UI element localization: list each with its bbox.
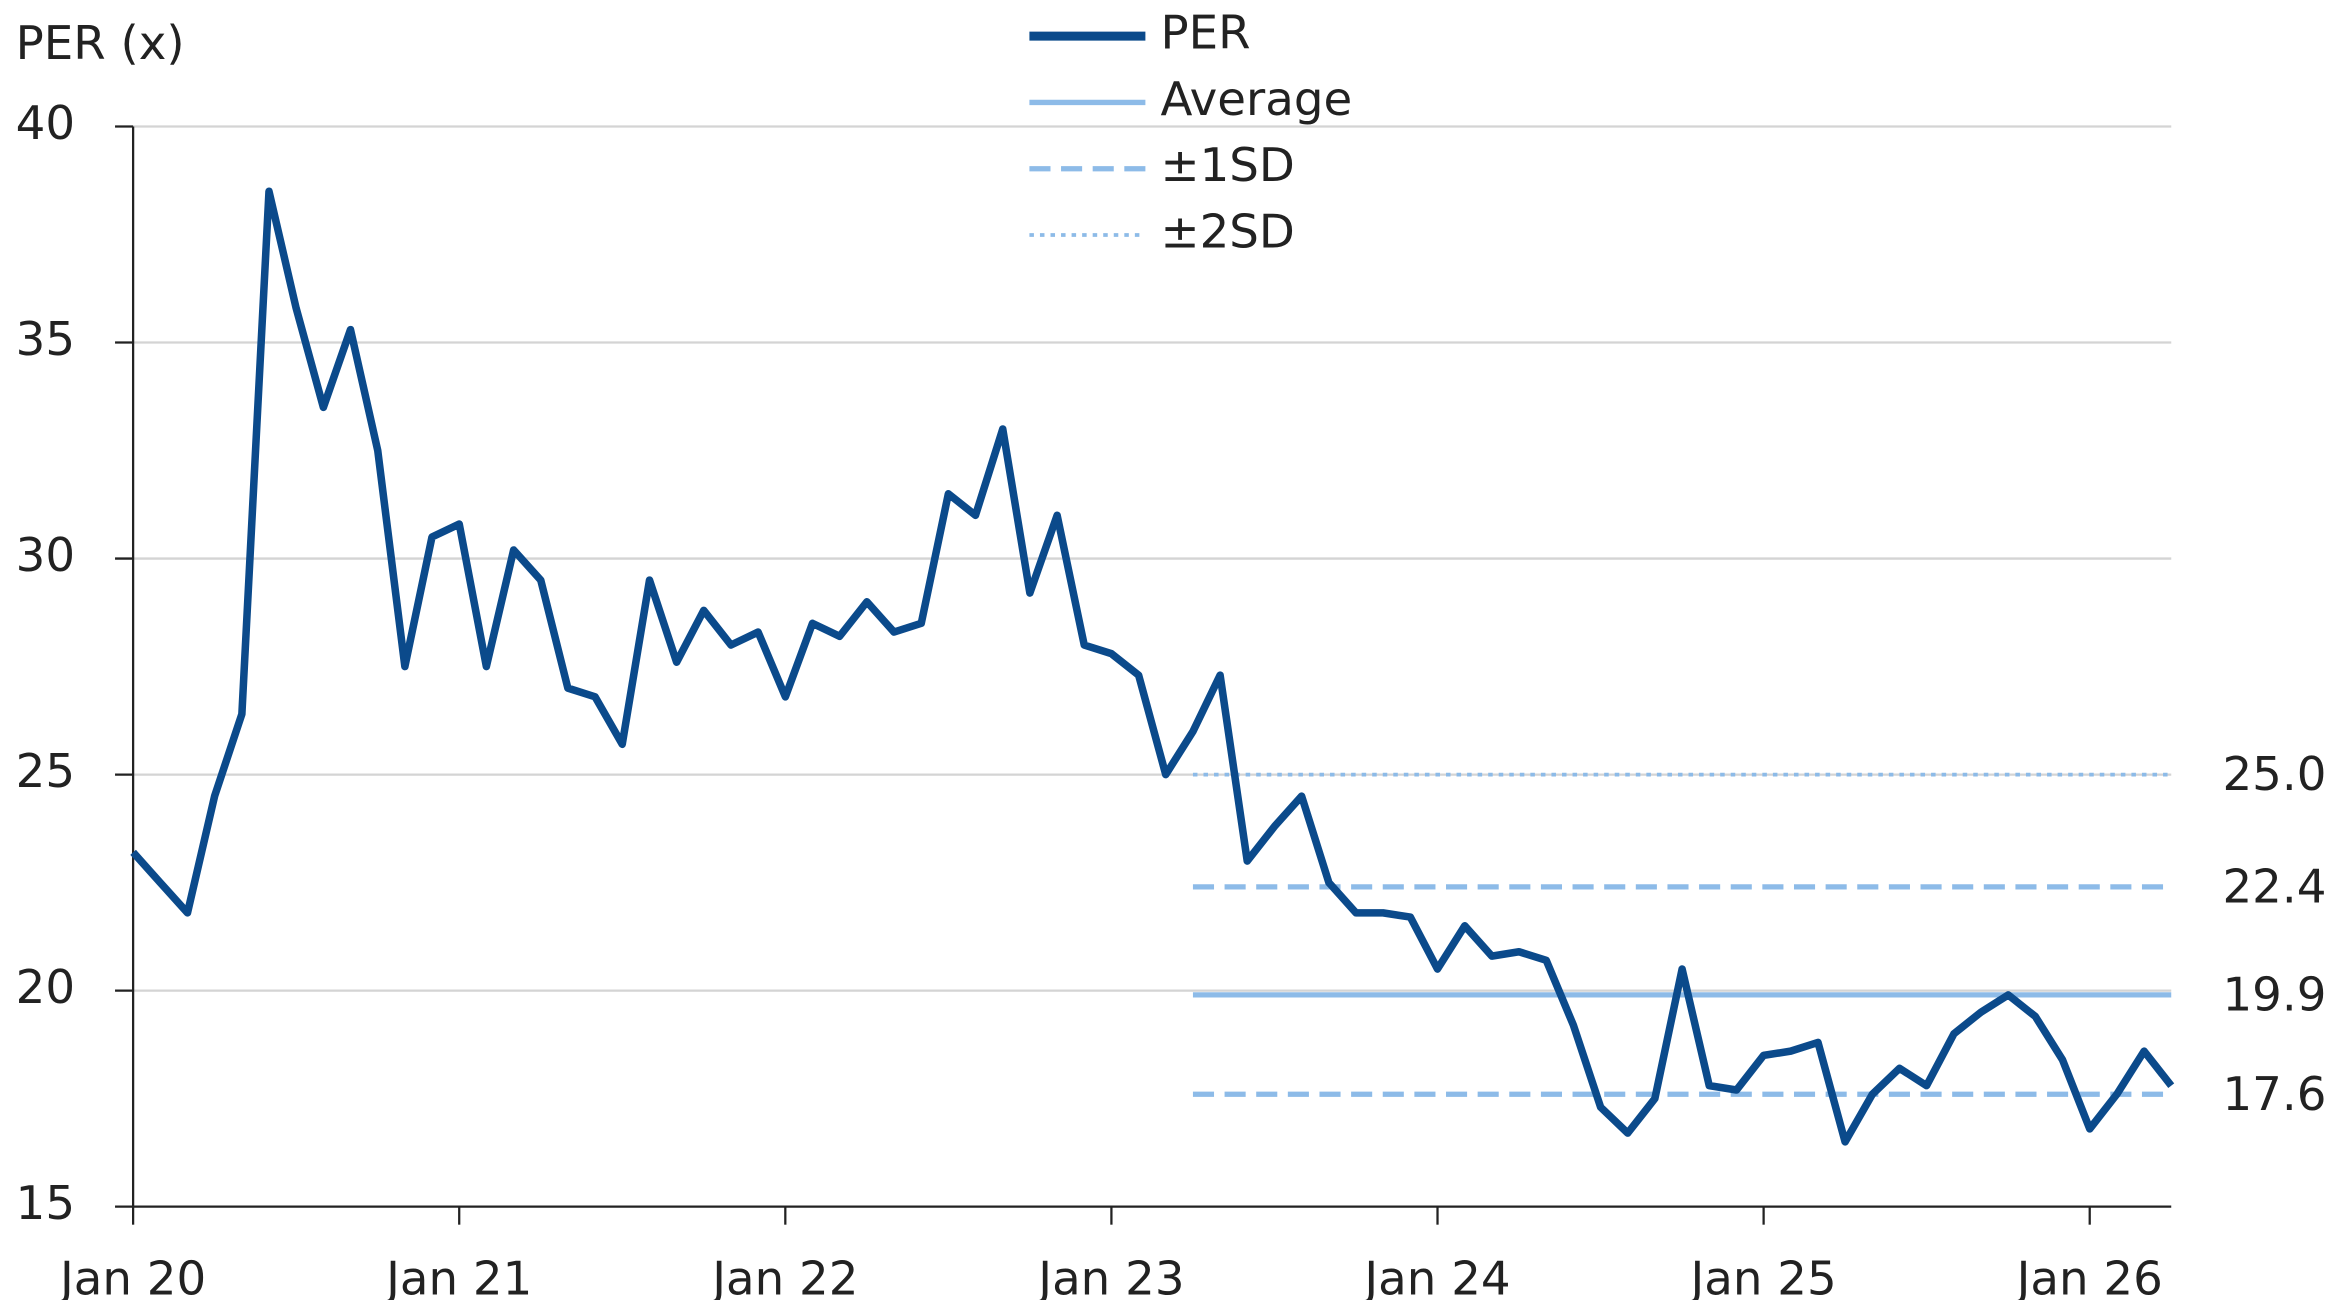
reference-label: 19.9 (2222, 968, 2326, 1022)
legend-label: ±2SD (1160, 205, 1294, 259)
y-tick-label: 15 (16, 1177, 75, 1231)
x-tick-label: Jan 25 (1688, 1252, 1837, 1300)
x-tick-label: Jan 24 (1361, 1252, 1510, 1300)
x-tick-label: Jan 26 (2014, 1252, 2163, 1300)
x-tick-label: Jan 22 (709, 1252, 858, 1300)
y-tick-label: 30 (16, 529, 75, 583)
reference-label: 22.4 (2222, 860, 2326, 914)
y-axis-label: PER (x) (16, 17, 185, 71)
x-tick-label: Jan 20 (57, 1252, 206, 1300)
x-tick-label: Jan 23 (1035, 1252, 1184, 1300)
legend-label: Average (1160, 73, 1352, 127)
legend-label: PER (1160, 7, 1250, 61)
x-tick-label: Jan 21 (383, 1252, 532, 1300)
y-tick-label: 40 (16, 97, 75, 151)
per-line (130, 187, 2175, 1146)
y-tick-label: 20 (16, 961, 75, 1015)
reference-label: 25.0 (2222, 748, 2326, 802)
legend-label: ±1SD (1160, 139, 1294, 193)
y-tick-label: 35 (16, 313, 75, 367)
reference-label: 17.6 (2222, 1068, 2326, 1122)
y-tick-label: 25 (16, 745, 75, 799)
